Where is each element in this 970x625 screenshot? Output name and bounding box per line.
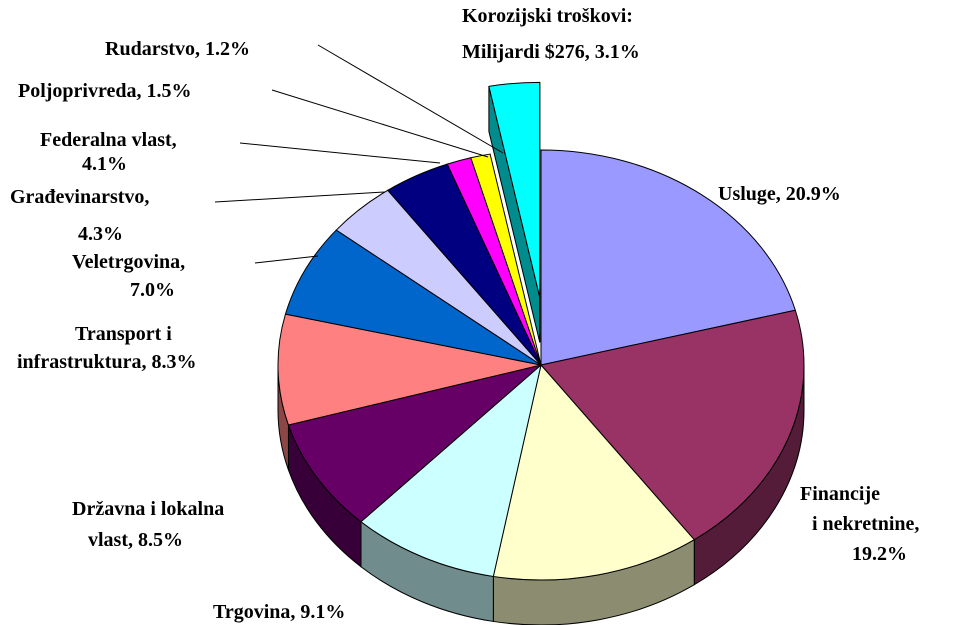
slice-label: Trgovina, 9.1%	[213, 601, 345, 623]
leader-line	[317, 44, 504, 154]
leader-line	[271, 89, 489, 158]
slice-label: Rudarstvo, 1.2%	[105, 38, 250, 60]
slice-label: 19.2%	[852, 543, 907, 565]
slice	[492, 363, 696, 581]
slice-label: Korozijski troškovi:	[462, 5, 633, 27]
leader-line	[239, 142, 441, 164]
slice-label: Milijardi $276, 3.1%	[462, 41, 640, 63]
slice	[540, 149, 796, 366]
slice-label: Usluge, 20.9%	[718, 183, 841, 205]
slice	[470, 153, 542, 366]
slice	[360, 363, 542, 578]
slice-label: Federalna vlast,	[40, 129, 177, 151]
slice	[540, 309, 805, 541]
slice-label: Državna i lokalna	[72, 498, 224, 520]
slice-label: 4.1%	[82, 153, 127, 175]
slice-label: 4.3%	[78, 223, 123, 245]
slice-label: Poljoprivreda, 1.5%	[18, 80, 192, 102]
slice-label: Financije	[800, 483, 880, 505]
slice-label: infrastruktura, 8.3%	[17, 351, 196, 373]
leader-line	[254, 255, 319, 264]
slice	[287, 364, 542, 523]
slice-label: 7.0%	[130, 279, 175, 301]
slice-label: Transport i	[75, 323, 172, 345]
leader-line	[214, 191, 386, 203]
slice	[284, 229, 542, 366]
slice	[277, 313, 542, 426]
slice-label: Veletrgovina,	[72, 251, 185, 273]
slice	[488, 81, 541, 298]
slice-label: Građevinarstvo,	[10, 186, 149, 208]
slice-label: vlast, 8.5%	[88, 529, 183, 551]
slice-label: i nekretnine,	[812, 513, 919, 535]
